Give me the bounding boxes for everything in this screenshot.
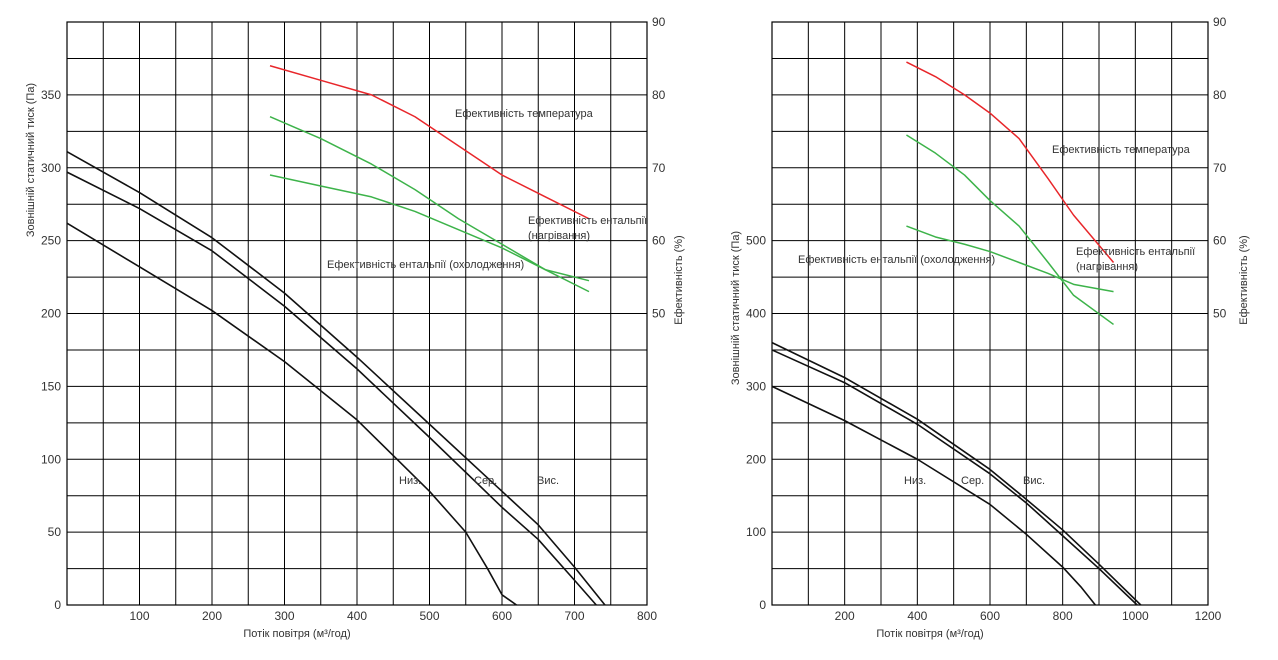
- annotation-label: Низ.: [904, 475, 926, 487]
- x-tick-label: 300: [274, 609, 294, 623]
- y-right-tick-label: 50: [652, 307, 666, 321]
- x-tick-label: 1000: [1122, 609, 1149, 623]
- y-left-tick-label: 200: [746, 452, 766, 466]
- y-left-tick-label: 150: [41, 379, 61, 393]
- x-tick-label: 200: [835, 609, 855, 623]
- x-tick-label: 100: [129, 609, 149, 623]
- plot-frame: [771, 21, 1209, 606]
- y-left-tick-label: 0: [54, 598, 61, 612]
- y-left-tick-label: 100: [41, 452, 61, 466]
- y-right-tick-label: 80: [1213, 88, 1227, 102]
- efficiency-curve-1: [269, 65, 590, 220]
- x-axis-label: Потік повітря (м³/год): [243, 628, 350, 640]
- annotation-label: (нагрівання): [528, 230, 590, 242]
- y-left-axis-label: Зовнішній статичний тиск (Па): [730, 231, 742, 385]
- x-tick-label: 700: [564, 609, 584, 623]
- grid: [772, 22, 1208, 605]
- x-tick-label: 800: [1053, 609, 1073, 623]
- annotation-label: Сер.: [474, 475, 497, 487]
- annotation-label: Вис.: [537, 475, 559, 487]
- y-right-tick-label: 90: [1213, 15, 1227, 29]
- y-right-tick-label: 80: [652, 88, 666, 102]
- pressure-curve-2: [66, 171, 597, 606]
- chart-1: 100 200 300 400 500 600 700 800 0 50 100 150 200 250 3…: [25, 15, 685, 640]
- plot-frame: [66, 21, 648, 606]
- y-left-tick-label: 50: [48, 525, 62, 539]
- annotation-label: Сер.: [961, 475, 984, 487]
- y-left-tick-label: 0: [759, 598, 766, 612]
- grid: [67, 22, 647, 605]
- x-tick-label: 800: [637, 609, 657, 623]
- efficiency-curve-3: [269, 174, 590, 282]
- annotation-label: (нагрівання): [1076, 261, 1138, 273]
- x-tick-label: 600: [980, 609, 1000, 623]
- y-left-tick-label: 300: [41, 161, 61, 175]
- pressure-curve-1: [771, 385, 1096, 606]
- y-right-tick-label: 70: [652, 161, 666, 175]
- y-left-tick-label: 200: [41, 307, 61, 321]
- annotation-label: Вис.: [1023, 475, 1045, 487]
- annotation-label: Ефективність ентальпії (охолодження): [798, 254, 995, 266]
- annotation-label: Низ.: [399, 475, 421, 487]
- y-right-tick-label: 50: [1213, 307, 1227, 321]
- y-left-tick-label: 250: [41, 234, 61, 248]
- annotation-label: Ефективність температура: [1052, 144, 1191, 156]
- chart-2: 200 400 600 800 1000 1200 0 100 200 300 400 500 50 60…: [730, 15, 1250, 640]
- y-left-axis-label: Зовнішній статичний тиск (Па): [25, 83, 37, 237]
- y-left-tick-label: 100: [746, 525, 766, 539]
- y-left-tick-label: 400: [746, 307, 766, 321]
- x-tick-label: 1200: [1195, 609, 1222, 623]
- efficiency-curve-2: [906, 134, 1114, 326]
- pressure-curve-3: [771, 341, 1142, 606]
- y-right-axis-label: Ефективність (%): [1238, 235, 1250, 324]
- y-left-tick-label: 500: [746, 234, 766, 248]
- annotation-label: Ефективність температура: [455, 108, 594, 120]
- x-axis-label: Потік повітря (м³/год): [876, 628, 983, 640]
- pressure-curve-2: [771, 349, 1138, 606]
- x-tick-label: 500: [419, 609, 439, 623]
- annotation-label: Ефективність ентальпії: [528, 215, 647, 227]
- pressure-curve-3: [66, 151, 606, 606]
- y-right-tick-label: 60: [1213, 234, 1227, 248]
- y-right-tick-label: 90: [652, 15, 666, 29]
- efficiency-curve-1: [906, 61, 1115, 263]
- annotation-label: Ефективність ентальпії (охолодження): [327, 259, 524, 271]
- x-tick-label: 400: [347, 609, 367, 623]
- y-right-axis-label: Ефективність (%): [673, 235, 685, 324]
- efficiency-curve-3: [906, 225, 1114, 293]
- x-tick-label: 600: [492, 609, 512, 623]
- annotation-label: Ефективність ентальпії: [1076, 246, 1195, 258]
- pressure-curve-1: [66, 222, 517, 606]
- y-left-tick-label: 350: [41, 88, 61, 102]
- y-right-tick-label: 60: [652, 234, 666, 248]
- y-right-tick-label: 70: [1213, 161, 1227, 175]
- y-left-tick-label: 300: [746, 379, 766, 393]
- x-tick-label: 200: [202, 609, 222, 623]
- x-tick-label: 400: [907, 609, 927, 623]
